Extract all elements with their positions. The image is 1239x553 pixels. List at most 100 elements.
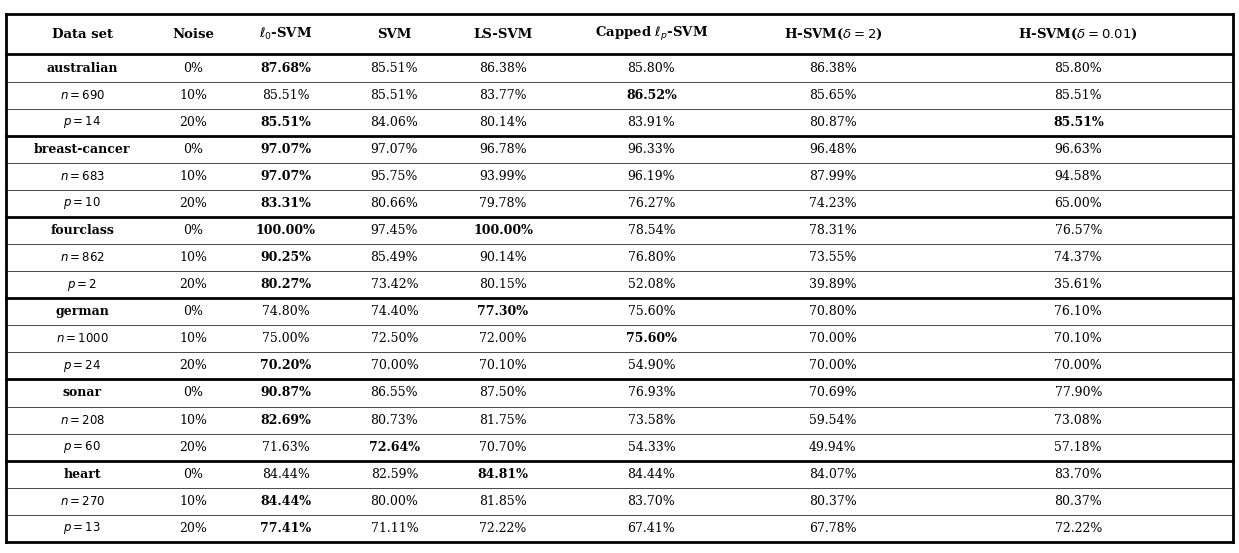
Text: 74.37%: 74.37%: [1054, 251, 1101, 264]
Text: 76.80%: 76.80%: [627, 251, 675, 264]
Text: 73.55%: 73.55%: [809, 251, 856, 264]
Text: 100.00%: 100.00%: [473, 224, 533, 237]
Text: 76.10%: 76.10%: [1054, 305, 1103, 319]
Text: 96.63%: 96.63%: [1054, 143, 1103, 156]
Text: 85.49%: 85.49%: [370, 251, 419, 264]
Text: $p = 14$: $p = 14$: [63, 114, 102, 130]
Text: 67.78%: 67.78%: [809, 522, 856, 535]
Text: 0%: 0%: [183, 61, 203, 75]
Text: 70.70%: 70.70%: [479, 441, 527, 453]
Text: 76.93%: 76.93%: [628, 387, 675, 399]
Text: 87.68%: 87.68%: [260, 61, 311, 75]
Text: 96.48%: 96.48%: [809, 143, 857, 156]
Text: 86.38%: 86.38%: [809, 61, 857, 75]
Text: 72.00%: 72.00%: [479, 332, 527, 345]
Text: 72.22%: 72.22%: [1054, 522, 1101, 535]
Text: 86.38%: 86.38%: [479, 61, 527, 75]
Text: 96.19%: 96.19%: [628, 170, 675, 183]
Text: $n = 683$: $n = 683$: [59, 170, 105, 183]
Text: 54.33%: 54.33%: [627, 441, 675, 453]
Text: 70.10%: 70.10%: [479, 359, 527, 372]
Text: 20%: 20%: [180, 359, 207, 372]
Text: 90.25%: 90.25%: [260, 251, 311, 264]
Text: 10%: 10%: [180, 332, 207, 345]
Text: $p = 10$: $p = 10$: [63, 195, 102, 211]
Text: 87.50%: 87.50%: [479, 387, 527, 399]
Text: 35.61%: 35.61%: [1054, 278, 1103, 291]
Text: 54.90%: 54.90%: [628, 359, 675, 372]
Text: sonar: sonar: [63, 387, 102, 399]
Text: H-SVM($\delta = 0.01$): H-SVM($\delta = 0.01$): [1018, 27, 1139, 41]
Text: 84.44%: 84.44%: [627, 468, 675, 481]
Text: 82.59%: 82.59%: [370, 468, 419, 481]
Text: 78.54%: 78.54%: [628, 224, 675, 237]
Text: 90.87%: 90.87%: [260, 387, 311, 399]
Text: $n = 690$: $n = 690$: [59, 88, 105, 102]
Text: 86.52%: 86.52%: [626, 88, 676, 102]
Text: 70.69%: 70.69%: [809, 387, 856, 399]
Text: 95.75%: 95.75%: [370, 170, 418, 183]
Text: 97.07%: 97.07%: [370, 143, 419, 156]
Text: 76.57%: 76.57%: [1054, 224, 1101, 237]
Text: 70.00%: 70.00%: [1054, 359, 1103, 372]
Text: 74.80%: 74.80%: [261, 305, 310, 319]
Text: $p = 24$: $p = 24$: [63, 358, 102, 374]
Text: 84.06%: 84.06%: [370, 116, 419, 129]
Text: 10%: 10%: [180, 88, 207, 102]
Text: $p = 2$: $p = 2$: [67, 276, 98, 293]
Text: 80.37%: 80.37%: [1054, 495, 1103, 508]
Text: 93.99%: 93.99%: [479, 170, 527, 183]
Text: 85.65%: 85.65%: [809, 88, 856, 102]
Text: 80.66%: 80.66%: [370, 197, 419, 210]
Text: 20%: 20%: [180, 197, 207, 210]
Text: 80.14%: 80.14%: [479, 116, 527, 129]
Text: 39.89%: 39.89%: [809, 278, 856, 291]
Text: 77.90%: 77.90%: [1054, 387, 1101, 399]
Text: 90.14%: 90.14%: [479, 251, 527, 264]
Text: 74.23%: 74.23%: [809, 197, 856, 210]
Text: 77.41%: 77.41%: [260, 522, 311, 535]
Text: 75.60%: 75.60%: [628, 305, 675, 319]
Text: 73.42%: 73.42%: [370, 278, 419, 291]
Text: 97.07%: 97.07%: [260, 143, 311, 156]
Text: 73.58%: 73.58%: [628, 414, 675, 426]
Text: german: german: [56, 305, 109, 319]
Text: 85.51%: 85.51%: [1054, 88, 1101, 102]
Text: 72.22%: 72.22%: [479, 522, 527, 535]
Text: 71.63%: 71.63%: [261, 441, 310, 453]
Text: Noise: Noise: [172, 28, 214, 41]
Text: 83.70%: 83.70%: [627, 495, 675, 508]
Text: 80.87%: 80.87%: [809, 116, 857, 129]
Text: fourclass: fourclass: [51, 224, 114, 237]
Text: 84.81%: 84.81%: [477, 468, 528, 481]
Text: 20%: 20%: [180, 441, 207, 453]
Text: 81.75%: 81.75%: [479, 414, 527, 426]
Text: $\ell_0$-SVM: $\ell_0$-SVM: [259, 26, 312, 42]
Text: 20%: 20%: [180, 522, 207, 535]
Text: 76.27%: 76.27%: [628, 197, 675, 210]
Text: $n = 208$: $n = 208$: [59, 414, 105, 426]
Text: heart: heart: [63, 468, 102, 481]
Text: $p = 60$: $p = 60$: [63, 439, 102, 455]
Text: 96.78%: 96.78%: [479, 143, 527, 156]
Text: Capped $\ell_p$-SVM: Capped $\ell_p$-SVM: [595, 25, 707, 43]
Text: 10%: 10%: [180, 170, 207, 183]
Text: breast-cancer: breast-cancer: [33, 143, 130, 156]
Text: 72.50%: 72.50%: [370, 332, 419, 345]
Text: LS-SVM: LS-SVM: [473, 28, 533, 41]
Text: 97.45%: 97.45%: [370, 224, 419, 237]
Text: 72.64%: 72.64%: [369, 441, 420, 453]
Text: 80.37%: 80.37%: [809, 495, 857, 508]
Text: 79.78%: 79.78%: [479, 197, 527, 210]
Text: 67.41%: 67.41%: [627, 522, 675, 535]
Text: SVM: SVM: [377, 28, 411, 41]
Text: H-SVM($\delta = 2$): H-SVM($\delta = 2$): [783, 27, 882, 41]
Text: 0%: 0%: [183, 387, 203, 399]
Text: 0%: 0%: [183, 468, 203, 481]
Text: 77.30%: 77.30%: [477, 305, 529, 319]
Text: 85.51%: 85.51%: [370, 88, 419, 102]
Text: 75.60%: 75.60%: [626, 332, 676, 345]
Text: 20%: 20%: [180, 116, 207, 129]
Text: 10%: 10%: [180, 251, 207, 264]
Text: 83.70%: 83.70%: [1054, 468, 1103, 481]
